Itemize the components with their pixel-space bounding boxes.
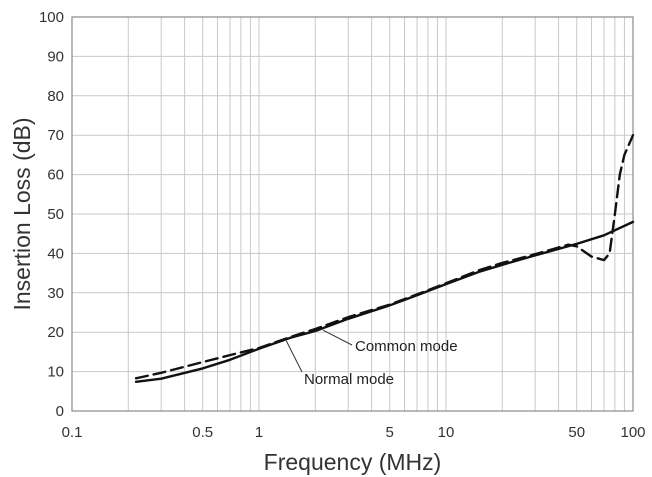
x-axis-title: Frequency (MHz) [264, 449, 442, 475]
y-tick-label: 70 [47, 127, 64, 144]
common-mode-leader [322, 329, 353, 346]
y-tick-label: 30 [47, 285, 64, 302]
annotation-layer: Common mode Normal mode [285, 329, 458, 388]
y-tick-label: 40 [47, 245, 64, 262]
y-tick-label: 90 [47, 48, 64, 65]
y-tick-label: 0 [56, 403, 64, 420]
plot-frame [71, 16, 634, 412]
x-tick-labels: 0.1 0.5 1 5 10 50 100 [62, 424, 646, 441]
grid [72, 17, 633, 411]
x-tick-label: 0.1 [62, 424, 83, 441]
x-tick-label: 10 [438, 424, 455, 441]
y-tick-labels: 0 10 20 30 40 50 60 70 80 90 100 [39, 9, 64, 420]
series-layer [134, 134, 635, 383]
x-tick-label: 5 [386, 424, 394, 441]
y-tick-label: 20 [47, 324, 64, 341]
y-axis-title: Insertion Loss (dB) [9, 117, 35, 310]
normal-mode-leader [285, 340, 303, 373]
y-tick-label: 50 [47, 206, 64, 223]
common-mode-annotation: Common mode [355, 338, 458, 355]
y-tick-label: 80 [47, 88, 64, 105]
x-tick-label: 0.5 [192, 424, 213, 441]
y-tick-label: 100 [39, 9, 64, 26]
x-tick-label: 100 [620, 424, 645, 441]
y-tick-label: 60 [47, 167, 64, 184]
normal-mode-annotation: Normal mode [304, 371, 394, 388]
y-tick-label: 10 [47, 364, 64, 381]
x-tick-label: 1 [255, 424, 263, 441]
x-tick-label: 50 [568, 424, 585, 441]
common-mode-line [134, 134, 635, 380]
